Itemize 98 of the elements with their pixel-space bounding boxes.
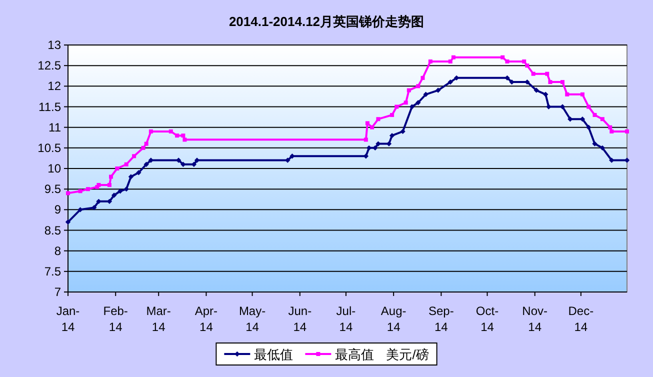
point [534,88,539,93]
point [600,145,606,151]
point [400,128,406,134]
point [592,141,598,146]
point [560,80,564,84]
point [505,59,510,64]
point [436,88,441,93]
point [175,134,180,138]
point [543,92,548,97]
y-tick-label: 8.5 [44,223,62,238]
text: 美元/磅 [386,347,429,362]
point [78,189,82,194]
point [92,205,97,210]
x-tick-label: Feb-14 [103,304,128,334]
point [364,138,368,142]
y-tick-label: 11.5 [38,100,62,114]
point [451,55,456,60]
x-tick-label: May-14 [238,304,266,334]
y-tick-label: 10 [48,162,62,176]
point [144,162,149,167]
y-tick-label: 8 [54,244,62,258]
point [500,55,505,60]
x-tick-label: Apr-14 [194,304,218,334]
x-tick-label: Mar-14 [146,304,171,334]
point [285,158,290,163]
point [608,125,612,130]
point [586,104,591,109]
point [141,146,146,150]
point [111,192,117,198]
legend-label: 最低值 [254,347,294,362]
point [522,59,526,64]
point [416,100,421,106]
point [376,117,380,122]
point [144,142,148,146]
point [428,59,432,64]
point [416,84,420,88]
y-tick-label: 12 [48,79,62,94]
point [420,76,425,80]
point [168,129,173,134]
point [372,145,378,151]
point [124,162,128,166]
point [448,59,452,64]
y-tick-label: 12.5 [38,58,62,73]
point [65,219,71,225]
point [370,125,374,130]
point [586,124,592,130]
x-tick-label: Jan-14 [56,304,80,334]
point [610,129,614,134]
point [107,182,112,187]
point [423,92,428,97]
point [128,174,134,180]
point [531,72,536,76]
point [66,191,70,196]
legend-label: 最高值 [335,347,374,362]
x-tick-label: Aug-14 [380,304,406,334]
point [409,104,415,110]
point [600,117,604,122]
x-tick-label: Oct-14 [476,304,499,334]
point [109,174,113,179]
point [118,188,123,194]
x-tick-label: Sep-14 [428,304,454,334]
y-tick-label: 10.5 [38,140,62,155]
point [448,79,453,85]
point [124,186,129,192]
point [136,170,142,176]
x-tick-label: Jul-14 [336,304,356,334]
point [390,112,394,117]
point [394,104,399,109]
point [115,166,120,170]
x-tick-label: Dec-14 [568,304,594,334]
point [86,187,90,192]
point [365,121,370,126]
point [504,75,510,81]
point [182,138,187,142]
x-tick-label: Nov-14 [522,304,548,334]
point [565,92,570,96]
point [132,154,136,158]
point [96,182,101,187]
point [548,80,552,84]
point [545,72,550,76]
y-tick-label: 7.5 [44,264,62,278]
point [580,92,584,96]
point [181,134,186,138]
point [592,112,597,117]
y-tick-label: 11 [48,120,62,134]
point [389,132,395,138]
point [404,100,408,105]
y-tick-label: 13 [48,38,62,52]
point [78,207,83,212]
x-tick-label: Jun-14 [288,304,312,334]
y-tick-label: 9.5 [44,182,62,196]
point [525,64,530,68]
point [406,88,411,92]
y-tick-label: 7 [54,285,62,299]
chart-title: 2014.1-2014.12月英国锑价走势图 [228,14,424,29]
y-tick-label: 9 [54,202,62,217]
point [148,129,153,134]
point [625,129,629,134]
